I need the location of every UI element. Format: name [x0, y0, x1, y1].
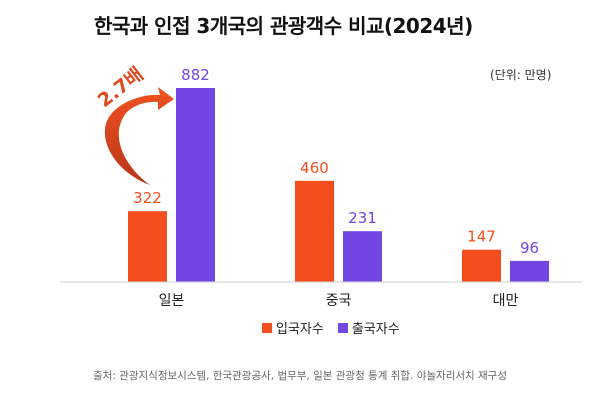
x-tick-label: 대만	[493, 293, 519, 309]
ratio-annotation: 2.7배	[94, 63, 148, 112]
legend-label-inbound: 입국자수	[276, 322, 324, 337]
bar-inbound-1	[295, 180, 334, 282]
source-note: 출처: 관광지식정보시스템, 한국관광공사, 법무부, 일본 관광청 통계 취합…	[93, 370, 508, 382]
legend-swatch-inbound	[262, 322, 272, 333]
bar-outbound-0	[176, 88, 215, 282]
legend-item-inbound: 입국자수	[262, 318, 324, 337]
data-label-inbound-2: 147	[467, 228, 496, 246]
bar-chart: 322 882 460 231 147 96 일본 중국 대만 2.7배	[60, 63, 582, 309]
bar-outbound-1	[343, 231, 382, 282]
data-label-outbound-1: 231	[348, 209, 377, 227]
legend-swatch-outbound	[337, 322, 348, 333]
data-label-outbound-0: 882	[181, 66, 210, 84]
bar-inbound-2	[462, 249, 501, 282]
curved-arrow-icon	[104, 87, 174, 185]
x-tick-label: 중국	[326, 293, 352, 309]
bar-outbound-2	[510, 260, 549, 282]
data-label-outbound-2: 96	[520, 239, 539, 257]
data-label-inbound-1: 460	[300, 159, 329, 177]
chart-title: 한국과 인접 3개국의 관광객수 비교(2024년)	[94, 14, 473, 38]
legend-label-outbound: 출국자수	[351, 322, 400, 337]
data-label-inbound-0: 322	[133, 189, 162, 207]
legend: 입국자수 출국자수	[262, 318, 400, 337]
legend-item-outbound: 출국자수	[337, 318, 400, 337]
x-tick-label: 일본	[159, 293, 185, 309]
bar-inbound-0	[128, 211, 167, 282]
unit-label: (단위: 만명)	[490, 68, 552, 82]
